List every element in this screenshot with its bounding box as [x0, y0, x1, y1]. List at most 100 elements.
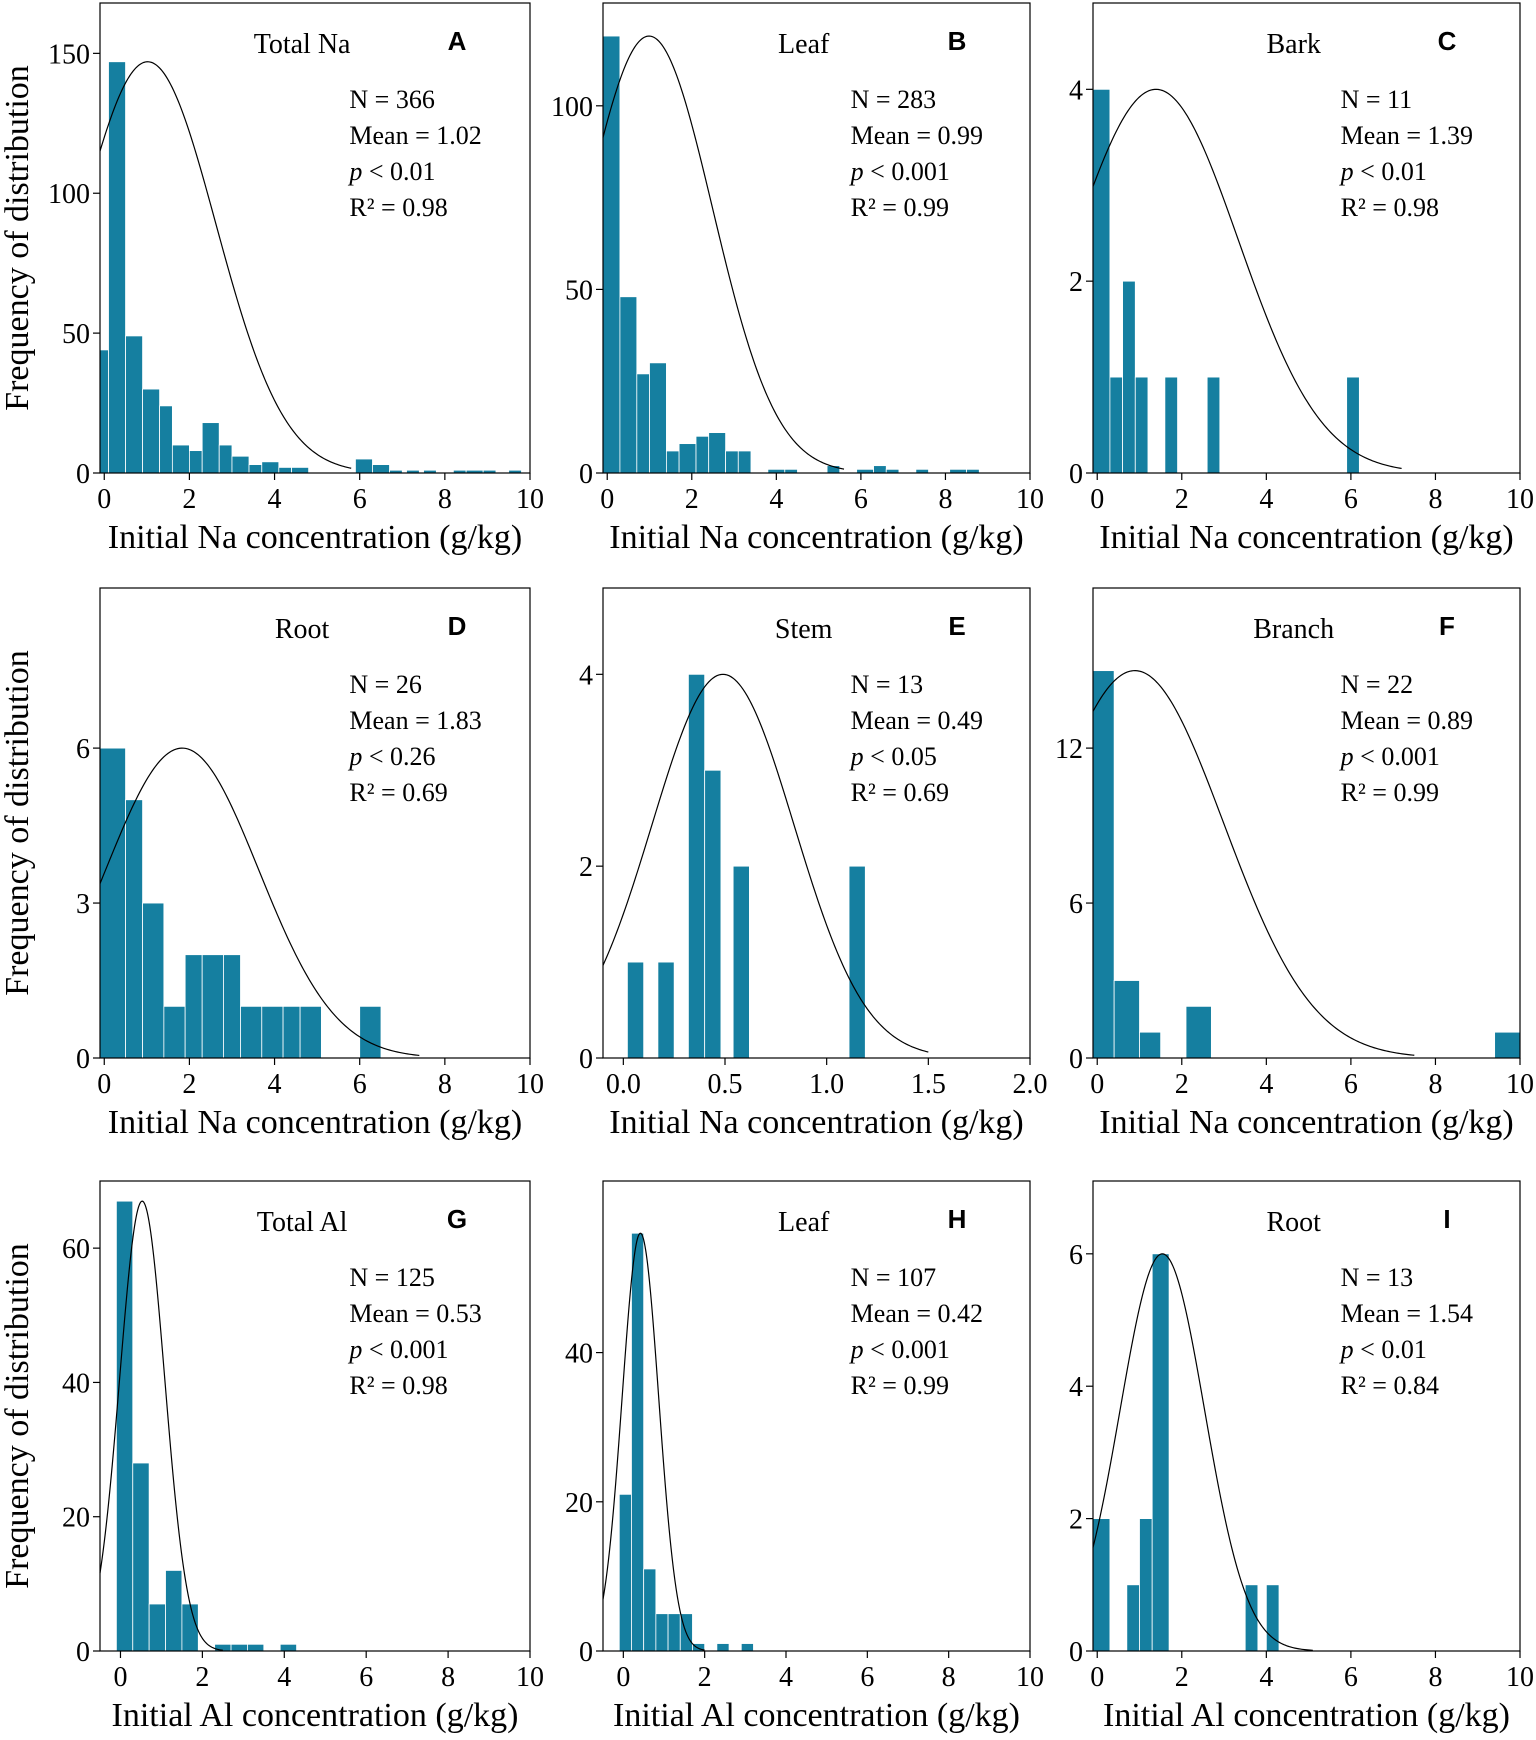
- f-stat-mean: Mean = 0.89: [1341, 706, 1473, 735]
- i-stat-n: N = 13: [1341, 1263, 1413, 1292]
- a-stat-r2: R² = 0.98: [349, 193, 447, 222]
- d-stat-r2: R² = 0.69: [349, 778, 447, 807]
- e-xtick-label-3: 1.5: [911, 1069, 946, 1100]
- i-x-axis-label: Initial Al concentration (g/kg): [1103, 1697, 1510, 1734]
- d-xtick-label-5: 10: [516, 1069, 544, 1100]
- g-bar-3: [165, 1570, 183, 1652]
- d-bar-1: [125, 799, 143, 1059]
- d-bar-0: [99, 747, 126, 1059]
- f-panel-letter: F: [1439, 611, 1455, 641]
- b-fit-curve: [602, 35, 845, 470]
- i-xtick-label-5: 10: [1506, 1662, 1534, 1693]
- d-panel-title: Root: [275, 614, 330, 645]
- b-bar-9: [737, 450, 752, 474]
- h-bar-3: [655, 1613, 669, 1652]
- b-ytick-label-0: 0: [579, 459, 593, 490]
- f-bar-2: [1139, 1031, 1162, 1059]
- a-x-axis-label: Initial Na concentration (g/kg): [108, 519, 522, 556]
- g-stat-r2: R² = 0.98: [349, 1371, 447, 1400]
- f-xtick-label-2: 4: [1259, 1069, 1273, 1100]
- f-xtick-label-1: 2: [1175, 1069, 1189, 1100]
- h-stat-r2: R² = 0.99: [851, 1371, 949, 1400]
- a-ytick-label-3: 150: [48, 39, 90, 70]
- c-bar-0: [1092, 88, 1111, 474]
- h-xtick-label-3: 6: [860, 1662, 874, 1693]
- f-xtick-label-3: 6: [1344, 1069, 1358, 1100]
- a-bar-1: [108, 61, 126, 474]
- d-x-axis-label: Initial Na concentration (g/kg): [108, 1104, 522, 1141]
- f-xtick-label-5: 10: [1506, 1069, 1534, 1100]
- f-stat-n: N = 22: [1341, 670, 1413, 699]
- a-bar-8: [218, 444, 233, 474]
- i-stat-mean: Mean = 1.54: [1341, 1299, 1473, 1328]
- c-bar-4: [1164, 376, 1178, 474]
- g-stat-mean: Mean = 0.53: [349, 1299, 481, 1328]
- a-bar-10: [248, 464, 263, 474]
- g-xtick-label-3: 6: [359, 1662, 373, 1693]
- i-ytick-label-1: 2: [1069, 1505, 1083, 1536]
- e-xtick-label-1: 0.5: [708, 1069, 743, 1100]
- d-stat-n: N = 26: [349, 670, 421, 699]
- a-bar-3: [142, 388, 161, 474]
- d-bar-11: [359, 1005, 382, 1059]
- h-panel-title: Leaf: [778, 1207, 830, 1238]
- g-bar-1: [132, 1462, 150, 1652]
- g-xtick-label-1: 2: [195, 1662, 209, 1693]
- b-ytick-label-2: 100: [551, 92, 593, 123]
- g-panel-letter: G: [447, 1204, 467, 1234]
- h-ytick-label-2: 40: [565, 1339, 593, 1370]
- b-bar-0: [602, 35, 621, 474]
- i-xtick-label-2: 4: [1259, 1662, 1273, 1693]
- b-frame: [602, 2, 1031, 474]
- d-bar-3: [163, 1005, 186, 1059]
- b-ytick-label-1: 50: [565, 275, 593, 306]
- a-bar-4: [159, 405, 173, 474]
- panel-I: 0 2 4 6 8 10 0 2 4 6 Initial Al concentration (g/k…: [1069, 1180, 1534, 1734]
- e-ytick-label-2: 4: [579, 660, 593, 691]
- panel-E: 0.0 0.5 1.0 1.5 2.0 0 2 4 Initial Na concentrati…: [579, 587, 1048, 1141]
- e-bar-3: [704, 769, 722, 1059]
- d-xtick-label-3: 6: [353, 1069, 367, 1100]
- g-frame: [99, 1180, 531, 1652]
- h-xtick-label-5: 10: [1016, 1662, 1044, 1693]
- f-xtick-label-4: 8: [1428, 1069, 1442, 1100]
- c-stat-n: N = 11: [1341, 85, 1412, 114]
- c-frame: [1092, 2, 1521, 474]
- a-xtick-label-2: 4: [268, 484, 282, 515]
- g-bar-0: [115, 1200, 134, 1652]
- a-bar-5: [171, 444, 190, 474]
- b-bar-2: [636, 373, 650, 474]
- d-xtick-label-0: 0: [97, 1069, 111, 1100]
- i-stat-p: p < 0.01: [1339, 1335, 1427, 1364]
- e-stat-mean: Mean = 0.49: [851, 706, 983, 735]
- a-fit-curve: [99, 61, 352, 469]
- d-stat-mean: Mean = 1.83: [349, 706, 481, 735]
- h-stat-n: N = 107: [851, 1263, 936, 1292]
- i-ytick-label-3: 6: [1069, 1240, 1083, 1271]
- b-xtick-label-0: 0: [600, 484, 614, 515]
- d-frame: [99, 587, 531, 1059]
- b-bar-4: [666, 450, 680, 474]
- c-bar-6: [1346, 376, 1360, 474]
- b-stat-r2: R² = 0.99: [851, 193, 949, 222]
- c-panel-title: Bark: [1266, 29, 1320, 60]
- f-frame: [1092, 587, 1521, 1059]
- g-ytick-label-1: 20: [62, 1503, 90, 1534]
- h-stat-mean: Mean = 0.42: [851, 1299, 983, 1328]
- a-bar-0: [99, 349, 109, 474]
- h-ytick-label-0: 0: [579, 1637, 593, 1668]
- h-frame: [602, 1180, 1031, 1652]
- f-stat-p: p < 0.001: [1339, 742, 1440, 771]
- e-x-axis-label: Initial Na concentration (g/kg): [609, 1104, 1023, 1141]
- g-x-axis-label: Initial Al concentration (g/kg): [112, 1697, 519, 1734]
- a-xtick-label-1: 2: [182, 484, 196, 515]
- c-xtick-label-1: 2: [1175, 484, 1189, 515]
- g-bar-8: [279, 1643, 297, 1652]
- f-fit-curve: [1092, 670, 1415, 1056]
- d-y-axis-label: Frequency of distribution: [0, 650, 36, 996]
- g-xtick-label-4: 8: [441, 1662, 455, 1693]
- e-bar-2: [688, 673, 706, 1059]
- e-stat-p: p < 0.05: [849, 742, 937, 771]
- d-bar-8: [261, 1005, 284, 1059]
